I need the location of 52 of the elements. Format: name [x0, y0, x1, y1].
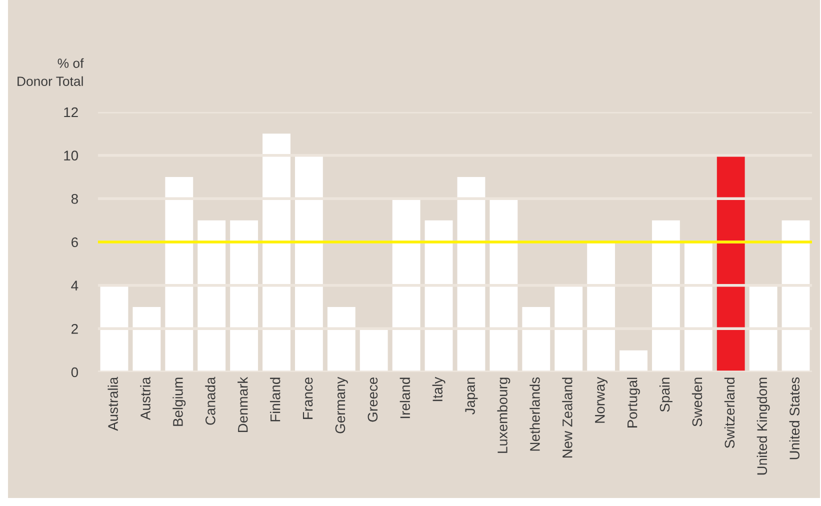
x-tick-label: Germany	[335, 376, 348, 434]
y-tick-label: 10	[64, 150, 78, 161]
x-tick-label: Norway	[595, 376, 608, 423]
bar	[620, 350, 648, 372]
bar	[132, 307, 161, 372]
x-tick-label: Greece	[368, 377, 378, 422]
bar	[522, 307, 550, 372]
x-tick-label: New Zealand	[562, 378, 572, 458]
x-tick-label: Japan	[465, 378, 478, 414]
bar	[262, 134, 290, 372]
bar	[782, 220, 810, 372]
x-tick-label: Austria	[140, 376, 150, 420]
bar	[295, 155, 323, 372]
x-tick-label: Canada	[205, 376, 216, 425]
y-tick-label: 8	[71, 194, 78, 204]
x-tick-label: United Kingdom	[756, 378, 770, 475]
x-tick-label: Denmark	[238, 376, 248, 432]
y-tick-label: 6	[72, 237, 78, 248]
y-tick-label: 0	[71, 367, 78, 378]
x-tick-label: Australia	[108, 376, 118, 431]
x-tick-label: Spain	[659, 378, 672, 412]
bar	[554, 285, 583, 372]
y-tick-label: 12	[64, 107, 78, 118]
bar	[360, 328, 388, 372]
bar	[490, 198, 518, 372]
bar	[392, 198, 420, 372]
bar	[716, 155, 745, 372]
x-tick-label: Italy	[432, 376, 446, 402]
bar	[198, 220, 226, 372]
bar	[327, 307, 356, 372]
x-tick-label: Luxembourg	[497, 378, 510, 453]
x-tick-label: Portugal	[627, 378, 640, 428]
y-tick-label: 4	[71, 280, 78, 290]
x-tick-label: Netherlands	[530, 377, 540, 451]
x-tick-label: Ireland	[400, 378, 410, 418]
bar	[749, 285, 778, 372]
bar	[684, 242, 712, 372]
x-tick-label: France	[302, 377, 313, 419]
bar	[165, 177, 194, 372]
x-tick-label: United States	[789, 377, 800, 460]
bar	[424, 220, 453, 372]
x-tick-label: Switzerland	[724, 378, 735, 448]
bar	[230, 220, 258, 372]
bar	[100, 285, 128, 372]
y-tick-label: 2	[72, 324, 78, 334]
y-axis-title: % of Donor Total	[18, 58, 84, 86]
bar	[587, 242, 615, 372]
x-tick-label: Finland	[270, 378, 280, 422]
x-tick-label: Sweden	[692, 378, 702, 426]
bar	[652, 220, 680, 372]
x-tick-label: Belgium	[172, 378, 186, 426]
bar	[457, 177, 486, 372]
